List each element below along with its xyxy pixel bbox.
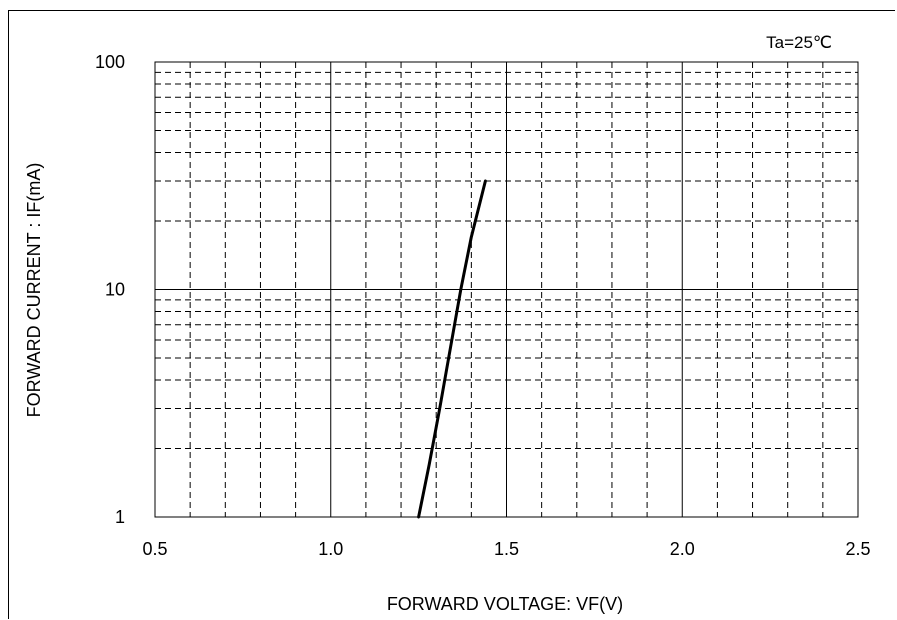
y-tick-label: 1 [115,507,125,527]
temperature-annotation: Ta=25℃ [766,33,832,52]
y-tick-label: 10 [105,280,125,300]
y-axis-label: FORWARD CURRENT : IF(mA) [24,163,44,418]
major-gridlines [155,62,858,517]
y-tick-labels: 1 10 100 [95,52,125,527]
chart-frame [8,10,895,619]
series-layer [417,179,487,519]
series-line-0 [417,179,487,519]
x-tick-label: 1.0 [318,539,343,559]
x-axis-label: FORWARD VOLTAGE: VF(V) [387,594,623,614]
x-tick-label: 2.0 [670,539,695,559]
y-tick-label: 100 [95,52,125,72]
plot-area-border [154,61,859,518]
x-tick-label: 2.5 [845,539,870,559]
x-tick-labels: 0.5 1.0 1.5 2.0 2.5 [142,539,870,559]
x-tick-label: 0.5 [142,539,167,559]
x-tick-label: 1.5 [494,539,519,559]
